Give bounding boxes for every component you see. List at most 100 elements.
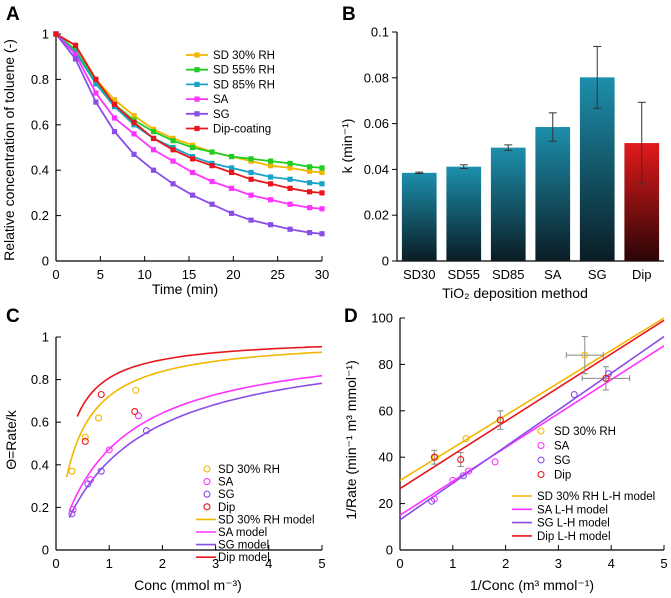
panel-c-x-tick-label: 4	[265, 556, 272, 571]
data-point-sd-55-rh	[150, 129, 157, 135]
panel-d-y-tick-label: 80	[379, 357, 393, 372]
category-label-sd85: SD85	[492, 267, 525, 282]
data-point-sg	[93, 99, 99, 105]
legend-label-dip: Dip	[218, 502, 235, 514]
legend-label-sd-55-rh: SD 55% RH	[213, 65, 275, 77]
panel-a-y-tick-label: 0.8	[31, 72, 49, 87]
data-point-sg	[287, 226, 293, 232]
data-point-sg	[170, 181, 176, 187]
data-point-dip-coating	[111, 101, 118, 107]
data-point-dip-coating	[72, 42, 79, 48]
panel-d-x-tick-label: 4	[608, 556, 615, 571]
panel-a-x-tick-label: 25	[270, 267, 284, 282]
data-point-sa	[319, 206, 325, 212]
legend-label-sa-model: SA model	[218, 527, 267, 539]
data-point-sa	[105, 446, 113, 454]
data-point-sg	[142, 427, 150, 435]
data-point-sa	[134, 412, 143, 420]
data-point-dip	[602, 374, 610, 382]
panel-c-y-tick-label: 1	[42, 330, 49, 345]
legend-label-sg: SG	[213, 109, 230, 121]
panel-a-y-tick-label: 0	[42, 254, 49, 269]
data-point-sd-85-rh	[248, 169, 254, 176]
legend-marker-sg	[537, 456, 545, 464]
data-point-dip-coating	[209, 163, 215, 169]
data-point-sa	[69, 505, 77, 514]
panel-c-x-tick-label: 2	[159, 556, 166, 571]
panel-d-y-tick-label: 60	[379, 403, 393, 418]
legend-label-sd-30-rh: SD 30% RH	[213, 50, 275, 62]
panel-a-y-tick-label: 0.6	[31, 117, 49, 132]
model-curve-dip-model	[76, 345, 323, 417]
bar-sa	[535, 127, 571, 261]
data-point-sa	[72, 51, 79, 58]
model-curve-sd-30-rh-model	[65, 351, 323, 478]
data-point-dip-coating	[319, 190, 325, 196]
legend-label-sa-l-h-model: SA L-H model	[537, 504, 608, 516]
data-point-dip	[131, 407, 139, 416]
panel-a-x-tick-label: 15	[182, 267, 196, 282]
panel-b-bar-chart: B TiO₂ deposition method k (min⁻¹) 0 0.02…	[339, 4, 664, 301]
panel-a-line-chart: A Relative concentration of toluene (-) …	[1, 4, 329, 297]
panel-letter-b: B	[342, 4, 356, 25]
data-point-sa	[150, 147, 157, 153]
legend-label-sg: SG	[218, 489, 235, 501]
data-point-sd-55-rh	[248, 156, 254, 162]
panel-c-x-tick-label: 0	[52, 556, 59, 571]
legend-label-sd-30-rh: SD 30% RH	[554, 426, 616, 438]
data-point-dip	[97, 390, 105, 399]
panel-c-y-tick-label: 0.8	[31, 372, 49, 387]
panel-letter-a: A	[6, 4, 20, 25]
data-point-dip	[457, 455, 465, 464]
panel-d-y-tick-label: 40	[379, 450, 393, 465]
legend-marker-sa	[194, 96, 200, 102]
panel-letter-c: C	[6, 306, 20, 327]
panel-b-ylabel: k (min⁻¹)	[339, 119, 355, 174]
panel-b-y-tick-label: 0.08	[364, 70, 389, 85]
data-point-sa	[267, 197, 274, 203]
panel-c-ylabel: Θ=Rate/k	[3, 409, 19, 470]
panel-d-x-tick-label: 1	[449, 556, 456, 571]
data-point-dip-coating	[189, 156, 196, 162]
panel-b-y-tick-label: 0.02	[364, 208, 389, 223]
data-point-sg	[306, 230, 313, 236]
model-line-sa-l-h-model	[399, 345, 665, 516]
legend-marker-sd-30-rh	[194, 52, 200, 58]
data-point-sd-30-rh	[267, 163, 274, 169]
data-point-sa	[491, 458, 499, 466]
category-label-sg: SG	[588, 267, 607, 282]
panel-d-y-tick-label: 100	[371, 311, 393, 326]
bar-sd85	[490, 147, 526, 261]
data-point-sd-55-rh	[287, 160, 293, 166]
data-point-sa	[111, 115, 118, 121]
panel-a-x-tick-label: 5	[97, 267, 104, 282]
legend-marker-sg	[194, 111, 200, 117]
model-line-sd-30-rh-l-h-model	[399, 317, 665, 482]
panel-a-y-tick-label: 0.4	[31, 163, 49, 178]
legend-marker-sg	[203, 490, 211, 498]
data-point-sa	[465, 467, 473, 475]
model-curve-sa-model	[68, 374, 323, 512]
data-point-dip-coating	[306, 189, 313, 195]
panel-d-y-tick-label: 20	[379, 496, 393, 511]
panel-d-scatter-chart: D 1/Conc (m³ mmol⁻¹) 1/Rate (min⁻¹ m³ mm…	[343, 306, 668, 593]
legend-marker-sd-55-rh	[194, 67, 200, 73]
data-point-sg	[68, 510, 76, 518]
data-point-sd-85-rh	[306, 180, 313, 186]
data-point-sd-30-rh	[287, 165, 293, 171]
category-label-sd55: SD55	[447, 267, 480, 282]
data-point-sd-85-rh	[93, 81, 99, 87]
legend-label-sd-85-rh: SD 85% RH	[213, 79, 275, 91]
panel-c-scatter-chart: C Conc (mmol m⁻³) Θ=Rate/k 0 1 2 3 4 5 0 0.2 0.4…	[3, 306, 326, 593]
data-point-sa	[93, 90, 99, 96]
data-point-sd-30-rh	[81, 433, 89, 441]
legend-marker-dip-coating	[194, 125, 200, 132]
data-point-dip-coating	[150, 135, 157, 142]
legend-label-sa: SA	[213, 94, 229, 106]
category-label-dip: Dip	[632, 267, 652, 282]
panel-c-y-tick-label: 0.4	[31, 457, 49, 472]
category-label-sd30: SD30	[403, 267, 436, 282]
data-point-sd-85-rh	[228, 165, 235, 171]
data-point-sg	[72, 56, 79, 62]
